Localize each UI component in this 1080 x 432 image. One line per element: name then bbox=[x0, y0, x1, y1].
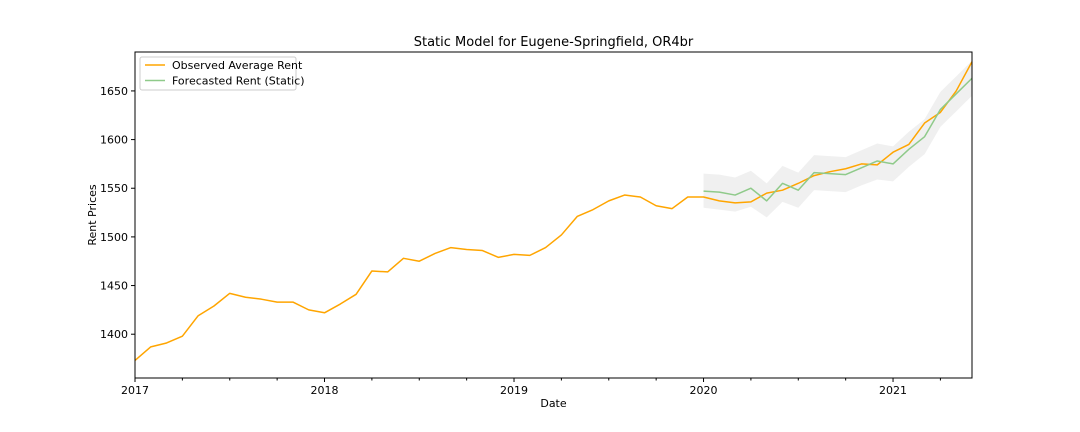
x-tick-label: 2019 bbox=[500, 384, 528, 397]
forecast-confidence-band bbox=[703, 60, 972, 218]
y-tick-label: 1400 bbox=[100, 328, 128, 341]
series-line-observed-average-rent bbox=[134, 61, 973, 362]
y-tick-label: 1600 bbox=[100, 134, 128, 147]
y-axis-label: Rent Prices bbox=[86, 184, 99, 246]
x-axis-label: Date bbox=[540, 397, 567, 410]
y-tick-label: 1500 bbox=[100, 231, 128, 244]
x-tick-label: 2021 bbox=[879, 384, 907, 397]
legend: Observed Average Rent Forecasted Rent (St… bbox=[139, 56, 305, 91]
legend-box bbox=[139, 56, 297, 91]
x-tick-label: 2018 bbox=[311, 384, 339, 397]
legend-label-forecasted-rent: Forecasted Rent (Static) bbox=[172, 75, 305, 88]
y-tick-label: 1450 bbox=[100, 280, 128, 293]
chart-title: Static Model for Eugene-Springfield, OR4… bbox=[414, 35, 694, 50]
x-tick-label: 2020 bbox=[690, 384, 718, 397]
x-tick-label: 2017 bbox=[121, 384, 149, 397]
plot-frame bbox=[134, 51, 973, 379]
y-tick-label: 1650 bbox=[100, 85, 128, 98]
y-tick-label: 1550 bbox=[100, 182, 128, 195]
legend-label-observed-average-rent: Observed Average Rent bbox=[172, 59, 303, 72]
plot-area: 1400 1450 1500 1550 1600 1650 2017 2018 2019 2020… bbox=[100, 51, 973, 397]
series-line-forecasted-rent bbox=[703, 77, 973, 202]
